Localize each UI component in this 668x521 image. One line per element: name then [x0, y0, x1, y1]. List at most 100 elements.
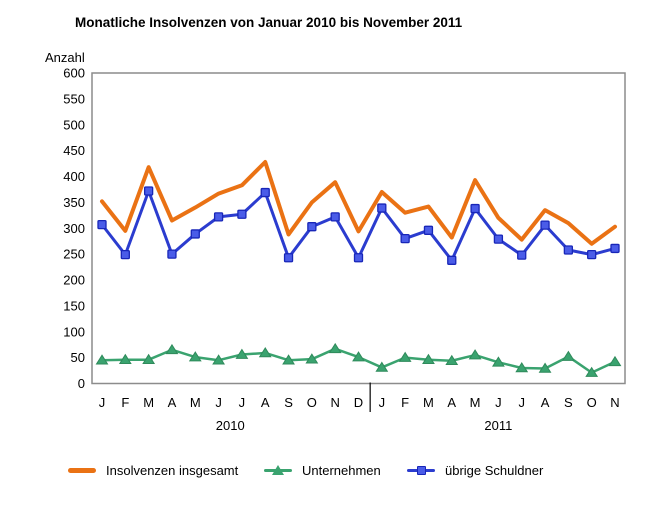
data-marker-square [167, 249, 177, 259]
data-marker-square [143, 186, 154, 196]
y-tick-label: 50 [71, 350, 85, 365]
data-marker-triangle [235, 348, 249, 359]
data-marker-triangle [352, 351, 365, 362]
data-marker-triangle [165, 343, 179, 355]
data-marker-triangle [398, 351, 412, 362]
y-axis-title: Anzahl [45, 50, 85, 65]
data-marker-triangle [212, 354, 225, 365]
data-marker-triangle [608, 355, 622, 367]
x-month-label: A [261, 395, 270, 410]
x-month-label: J [518, 395, 525, 410]
data-marker-square [493, 234, 504, 244]
x-month-label: M [143, 395, 154, 410]
legend-item-uebrige-schuldner: übrige Schuldner [407, 458, 543, 482]
plot-border [91, 72, 626, 385]
x-year-label: 2011 [484, 418, 512, 433]
x-month-label: F [121, 395, 129, 410]
y-tick-label: 500 [63, 117, 85, 132]
x-month-label: N [610, 395, 619, 410]
y-tick-label: 400 [63, 169, 85, 184]
x-month-label: O [587, 395, 597, 410]
x-month-label: M [423, 395, 434, 410]
data-marker-triangle [305, 353, 319, 364]
y-tick-label: 550 [63, 91, 85, 106]
x-month-label: A [541, 395, 550, 410]
x-month-label: M [470, 395, 481, 410]
legend-label-unternehmen: Unternehmen [302, 462, 381, 478]
data-marker-triangle [538, 362, 552, 373]
data-marker-square [563, 245, 574, 255]
x-month-label: J [379, 395, 386, 410]
series-line-uebrige-schuldner [100, 189, 617, 262]
series-line-insolvenzen-insgesamt [100, 160, 617, 246]
data-marker-triangle [282, 354, 295, 365]
data-marker-square [283, 253, 294, 263]
data-marker-triangle [422, 353, 435, 364]
data-marker-triangle [118, 353, 132, 364]
x-month-label: S [284, 395, 293, 410]
y-tick-label: 350 [63, 195, 85, 210]
x-month-label: D [354, 395, 363, 410]
legend-square-swatch-blue [407, 462, 435, 478]
x-month-label: M [190, 395, 201, 410]
data-marker-triangle [258, 347, 272, 358]
data-marker-square [610, 243, 620, 254]
data-marker-triangle [492, 356, 505, 367]
data-marker-square [260, 187, 270, 198]
x-month-label: O [307, 395, 317, 410]
x-month-label: A [168, 395, 177, 410]
data-marker-triangle [445, 354, 459, 366]
y-tick-label: 0 [78, 376, 85, 391]
legend: Insolvenzen insgesamt Unternehmen übrige… [0, 458, 668, 484]
data-marker-square [353, 253, 364, 263]
x-month-label: A [447, 395, 456, 410]
legend-line-swatch-orange [68, 462, 96, 478]
x-month-label: F [401, 395, 409, 410]
data-marker-square [470, 203, 480, 214]
data-marker-square [330, 212, 340, 222]
x-month-label: J [495, 395, 502, 410]
data-marker-square [213, 212, 224, 222]
y-tick-label: 250 [63, 247, 85, 262]
data-marker-triangle [468, 349, 482, 360]
data-marker-square [540, 220, 550, 230]
data-marker-square [120, 249, 130, 260]
data-marker-triangle [95, 354, 109, 365]
data-marker-square [377, 203, 387, 213]
data-marker-square [237, 209, 247, 219]
data-marker-square [517, 250, 527, 260]
legend-item-unternehmen: Unternehmen [264, 458, 381, 482]
legend-triangle-swatch-green [264, 462, 292, 478]
y-tick-label: 300 [63, 221, 85, 236]
data-marker-square [447, 255, 457, 265]
data-marker-triangle [561, 350, 575, 361]
x-month-label: S [564, 395, 573, 410]
chart-title: Monatliche Insolvenzen von Januar 2010 b… [75, 15, 463, 30]
data-marker-triangle [515, 362, 529, 373]
data-marker-square [400, 233, 410, 244]
data-marker-triangle [328, 342, 342, 354]
data-marker-triangle [375, 361, 389, 372]
legend-item-insolvenzen-insgesamt: Insolvenzen insgesamt [68, 458, 238, 482]
plot-area: 600550500450400350300250200150100500Anza… [45, 50, 626, 433]
x-month-label: J [99, 395, 106, 410]
data-marker-square [307, 222, 317, 232]
data-marker-triangle [585, 366, 599, 377]
legend-label-insolvenzen-insgesamt: Insolvenzen insgesamt [106, 462, 239, 478]
data-marker-square [97, 219, 107, 230]
y-tick-label: 100 [63, 324, 85, 339]
data-marker-square [587, 249, 597, 260]
y-tick-label: 200 [63, 273, 85, 288]
data-marker-triangle [142, 353, 156, 364]
y-tick-label: 150 [63, 298, 85, 313]
x-month-label: J [215, 395, 222, 410]
data-marker-triangle [188, 351, 202, 362]
y-tick-label: 600 [63, 66, 85, 81]
data-marker-square [423, 225, 434, 235]
y-tick-label: 450 [63, 143, 85, 158]
legend-label-uebrige-schuldner: übrige Schuldner [445, 462, 544, 478]
x-month-label: N [330, 395, 339, 410]
x-month-label: J [239, 395, 246, 410]
data-marker-square [190, 229, 200, 239]
